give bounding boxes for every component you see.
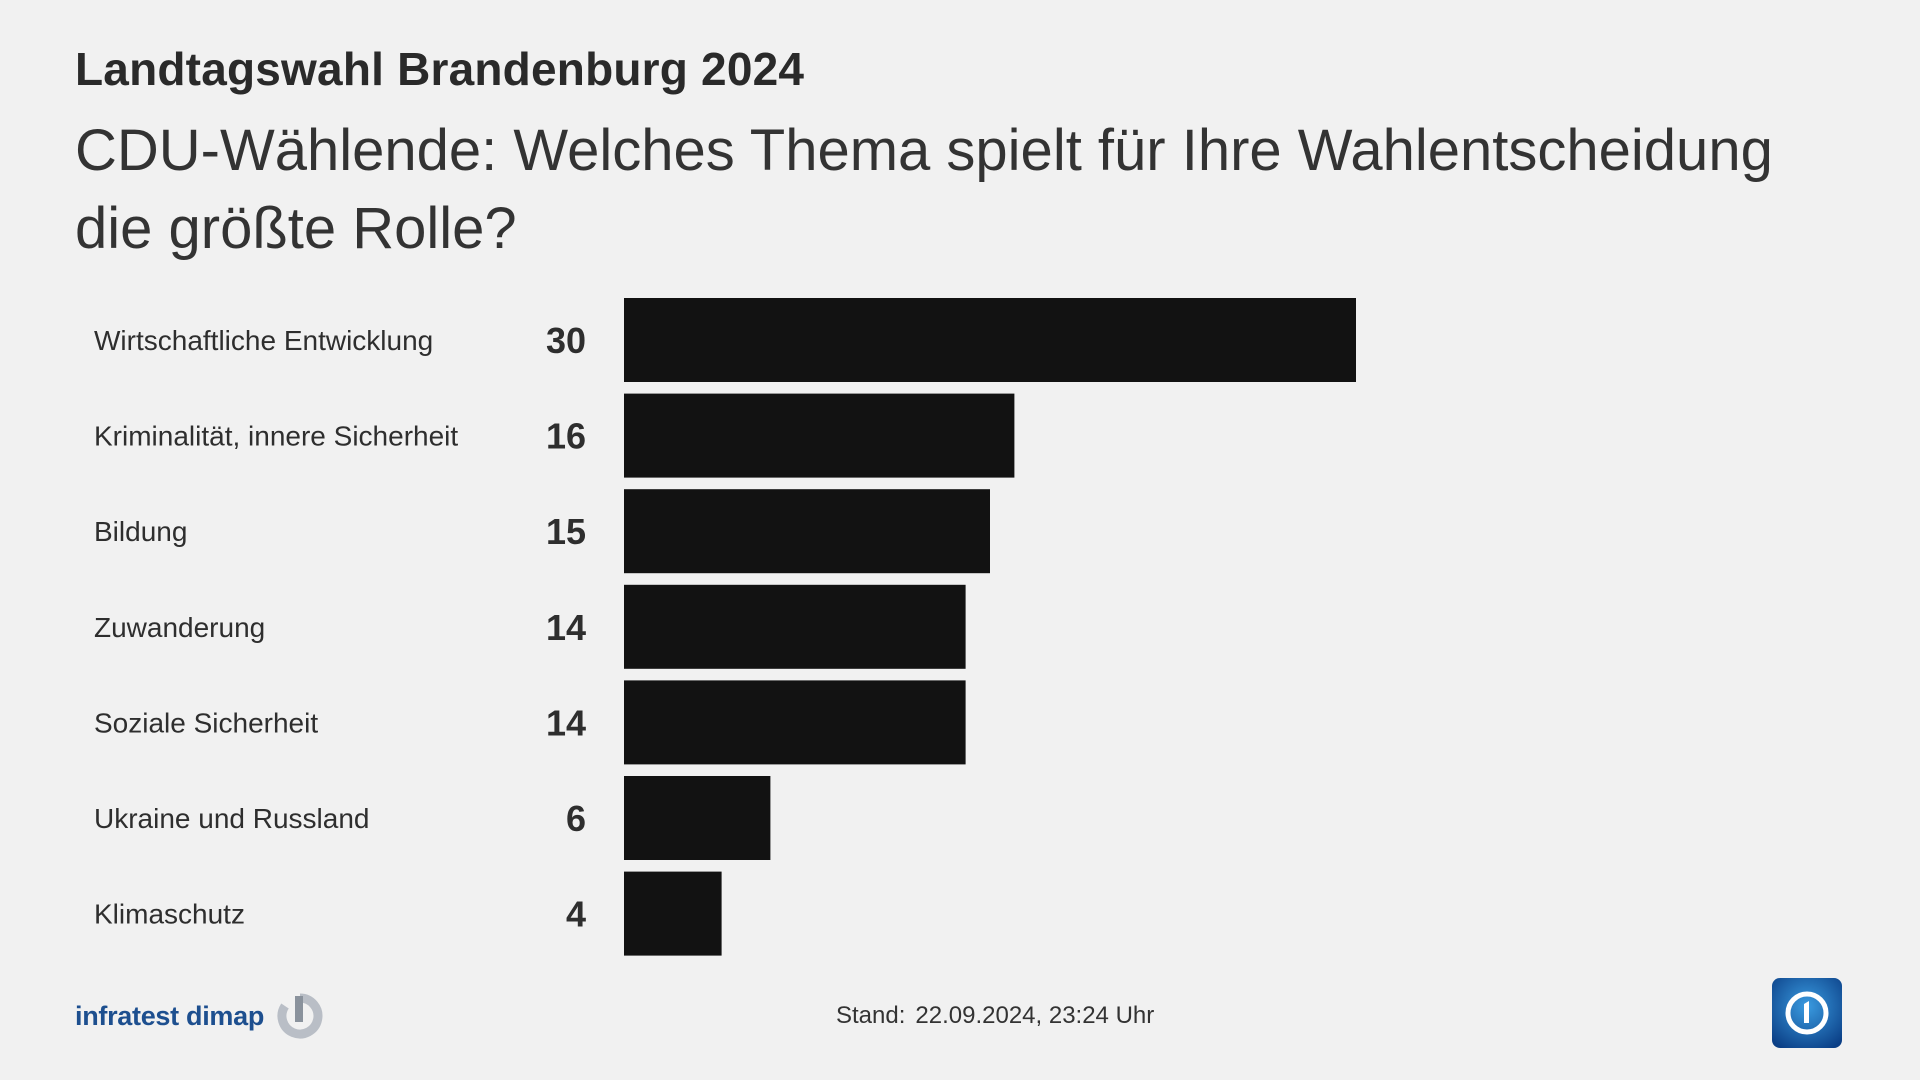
infratest-dimap-logo-icon — [277, 993, 323, 1039]
value-label: 16 — [546, 416, 586, 457]
value-label: 14 — [546, 702, 586, 743]
bar — [624, 680, 966, 765]
bar — [624, 776, 771, 860]
value-label: 30 — [546, 320, 586, 361]
value-label: 6 — [566, 798, 586, 839]
category-label: Wirtschaftliche Entwicklung — [94, 325, 433, 356]
category-label: Kriminalität, innere Sicherheit — [94, 421, 458, 452]
value-label: 14 — [546, 607, 586, 648]
bar — [624, 584, 966, 669]
timestamp-label: Stand: — [836, 1002, 906, 1029]
value-label: 4 — [566, 894, 586, 935]
chart-title: CDU-Wählende: Welches Thema spielt für I… — [75, 118, 1773, 261]
chart-kicker: Landtagswahl Brandenburg 2024 — [75, 43, 805, 95]
source-name: infratest dimap — [75, 1000, 265, 1031]
category-label: Zuwanderung — [94, 612, 265, 643]
source-attribution: infratest dimap — [75, 992, 324, 1040]
category-label: Klimaschutz — [94, 899, 245, 930]
timestamp: Stand: 22.09.2024, 23:24 Uhr — [836, 1002, 1154, 1030]
category-label: Ukraine und Russland — [94, 803, 370, 834]
bar — [624, 298, 1356, 382]
category-label: Bildung — [94, 516, 187, 547]
category-label: Soziale Sicherheit — [94, 707, 318, 738]
bar — [624, 871, 722, 956]
ard-das-erste-icon — [1772, 978, 1842, 1048]
bar — [624, 489, 990, 574]
timestamp-value: 22.09.2024, 23:24 Uhr — [915, 1002, 1155, 1029]
bar — [624, 393, 1015, 478]
value-label: 15 — [546, 511, 586, 552]
